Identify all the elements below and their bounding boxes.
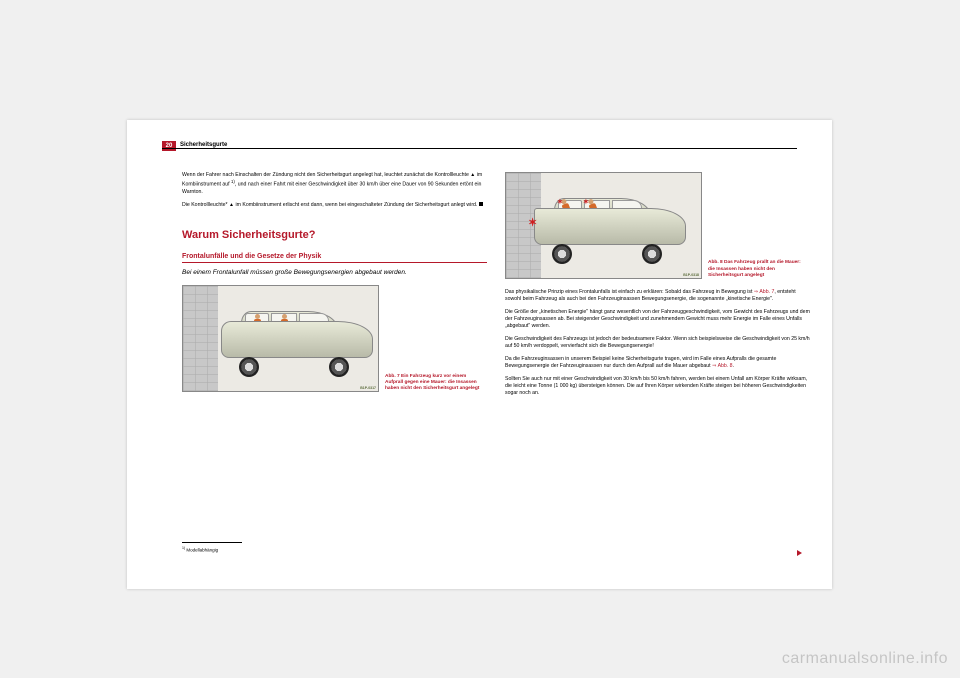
paragraph: Das physikalische Prinzip eines Frontalu… [505,289,810,303]
car-illustration [221,311,371,371]
figure-code: B1P-0318 [683,273,699,277]
figure-8-image: ✶ ✶ ✶ B1P-0318 [505,172,702,279]
figure-7: B1P-0317 Abb. 7 Ein Fahrzeug kurz vor ei… [182,285,487,392]
impact-icon: ✶ [528,216,537,229]
figure-7-caption: Abb. 7 Ein Fahrzeug kurz vor einem Aufpr… [385,374,485,393]
right-column: ✶ ✶ ✶ B1P-0318 Abb. 8 Das Fa [505,172,810,403]
car-wheel [552,244,572,264]
brick-wall [183,286,218,391]
paragraph: Da die Fahrzeuginsassen in unserem Beisp… [505,356,810,370]
text: Die Kontrollleuchte* [182,202,229,208]
car-wheel [239,357,259,377]
footnote-rule [182,542,242,543]
text: Da die Fahrzeuginsassen in unserem Beisp… [505,356,776,369]
footnote-text: Modellabhängig [186,548,218,553]
subsection-heading: Frontalunfälle und die Gesetze der Physi… [182,253,487,263]
car-body [221,321,373,358]
car-wheel [642,244,662,264]
footnote: 1) Modellabhängig [182,546,218,553]
figure-8: ✶ ✶ ✶ B1P-0318 Abb. 8 Das Fa [505,172,810,279]
continue-arrow-icon [797,550,802,556]
text: . [733,363,734,369]
figure-reference: ⇒ Abb. 8 [712,363,733,369]
text: Wenn der Fahrer nach Einschalten der Zün… [182,172,470,178]
figure-code: B1P-0317 [360,386,376,390]
header-rule [162,148,797,149]
text: im Kombiinstrument erlischt erst dann, w… [234,202,477,208]
paragraph: Die Größe der „kinetischen Energie" häng… [505,309,810,330]
page-number: 20 [162,141,176,151]
paragraph: Sollten Sie auch nur mit einer Geschwind… [505,376,810,397]
text: Das physikalische Prinzip eines Frontalu… [505,289,754,295]
paragraph: Die Kontrollleuchte* im Kombiinstrument … [182,202,487,209]
watermark: carmanualsonline.info [782,650,948,668]
left-column: Wenn der Fahrer nach Einschalten der Zün… [182,172,487,402]
figure-7-image: B1P-0317 [182,285,379,392]
impact-icon: ✶ [557,198,563,206]
impact-icon: ✶ [583,198,589,206]
figure-8-caption: Abb. 8 Das Fahrzeug prallt an die Mauer:… [708,260,808,279]
car-wheel [329,357,349,377]
manual-page: 20 Sicherheitsgurte Wenn der Fahrer nach… [127,120,832,589]
footnote-marker: 1) [182,546,185,550]
paragraph: Die Geschwindigkeit des Fahrzeugs ist je… [505,336,810,350]
end-of-section-icon [479,202,483,206]
car-illustration: ✶ ✶ ✶ [534,198,684,258]
car-body [534,208,686,245]
figure-reference: ⇒ Abb. 7 [754,289,775,295]
intro-text: Bei einem Frontalunfall müssen große Bew… [182,269,487,277]
paragraph: Wenn der Fahrer nach Einschalten der Zün… [182,172,487,196]
section-heading: Warum Sicherheitsgurte? [182,229,487,241]
